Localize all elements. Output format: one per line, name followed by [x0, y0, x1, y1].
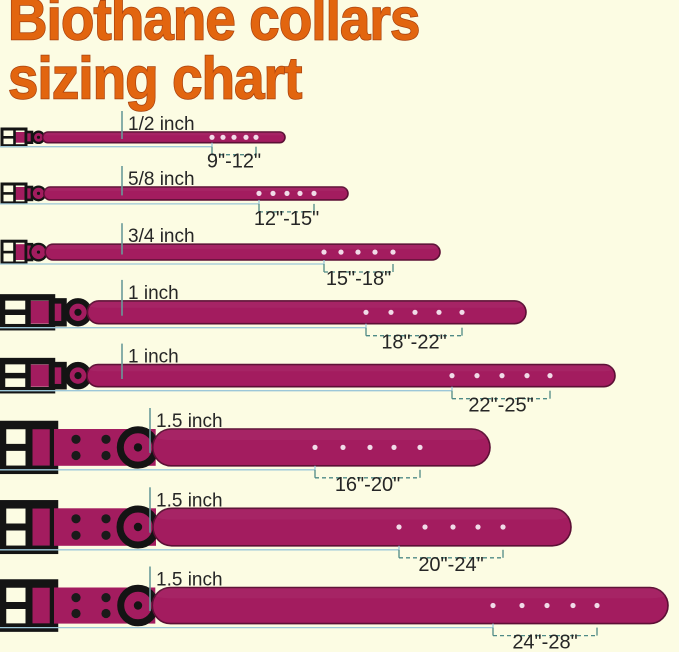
svg-text:9"-12": 9"-12": [207, 151, 261, 173]
svg-text:1 inch: 1 inch: [128, 347, 179, 368]
svg-text:1.5 inch: 1.5 inch: [156, 411, 223, 432]
svg-text:1.5 inch: 1.5 inch: [156, 570, 223, 591]
svg-text:1 inch: 1 inch: [128, 283, 179, 304]
svg-text:12"-15": 12"-15": [254, 208, 319, 230]
svg-text:20"-24": 20"-24": [418, 554, 483, 576]
svg-text:24"-28": 24"-28": [512, 632, 577, 652]
svg-text:15"-18": 15"-18": [326, 268, 391, 290]
svg-text:1/2 inch: 1/2 inch: [128, 114, 195, 135]
svg-text:22"-25": 22"-25": [468, 395, 533, 417]
svg-text:16"-20": 16"-20": [335, 474, 400, 496]
svg-text:3/4 inch: 3/4 inch: [128, 226, 195, 247]
svg-text:1.5 inch: 1.5 inch: [156, 490, 223, 511]
svg-text:18"-22": 18"-22": [381, 332, 446, 354]
svg-text:5/8 inch: 5/8 inch: [128, 169, 195, 190]
